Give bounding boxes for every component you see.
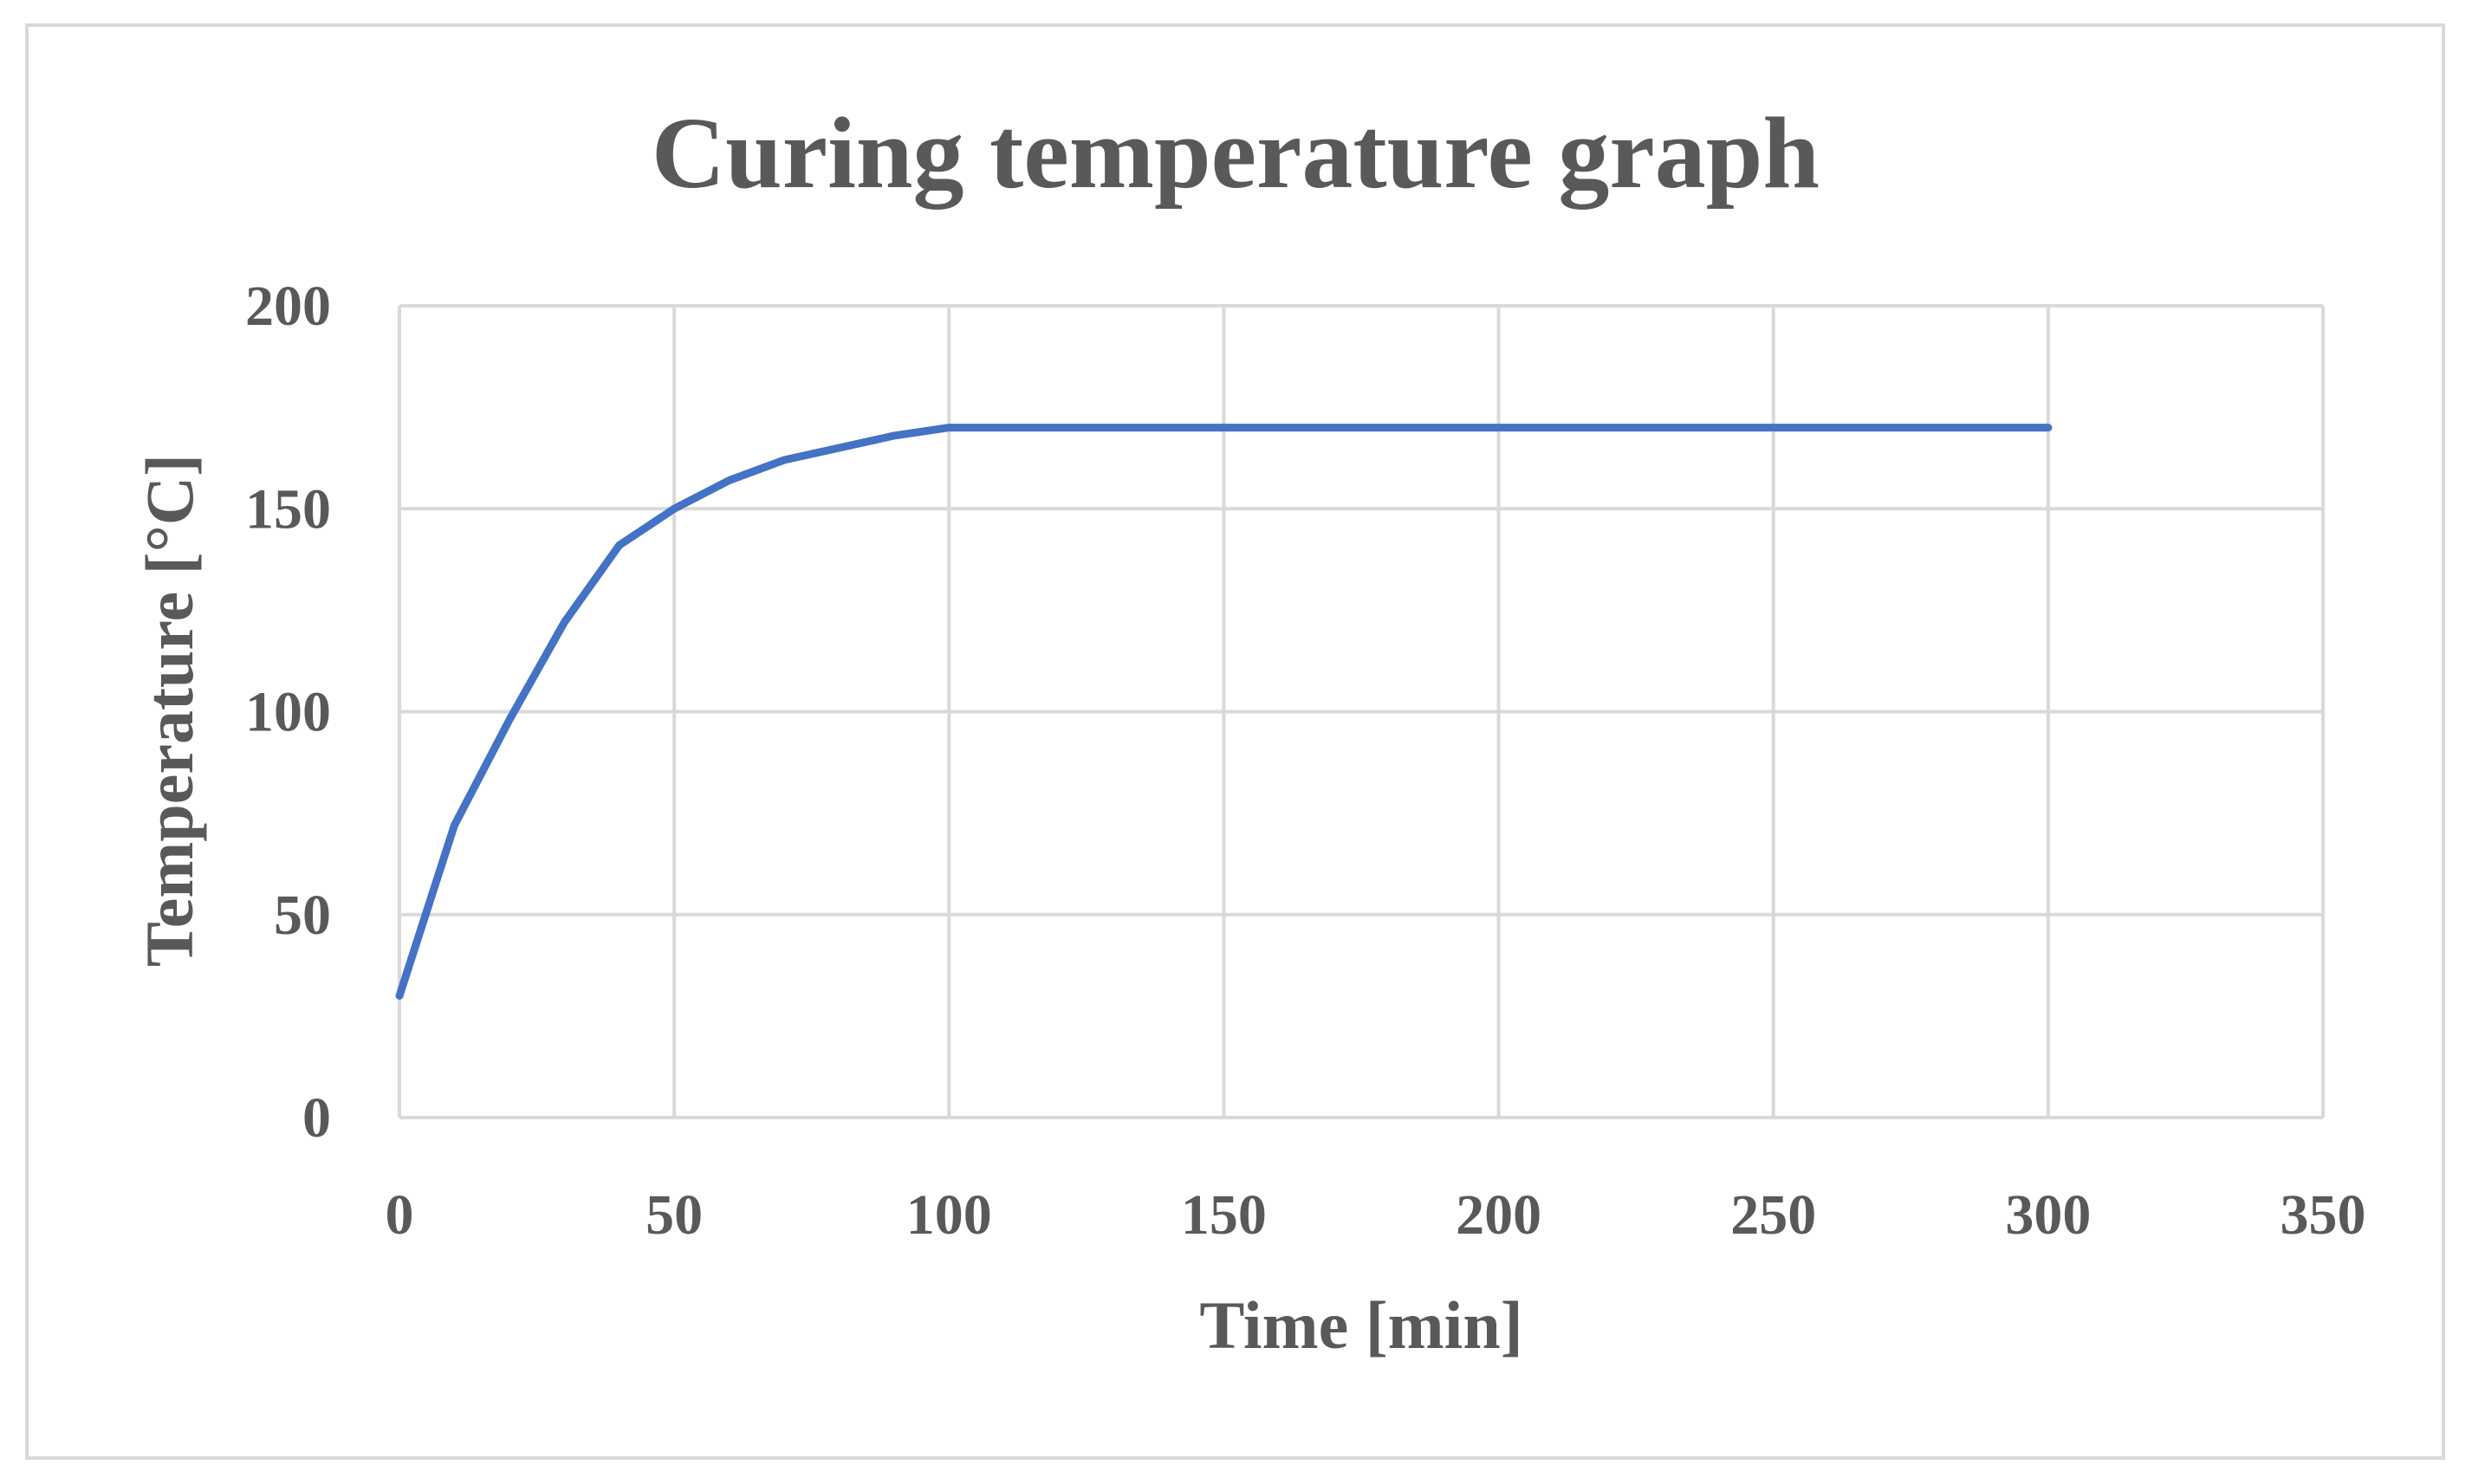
x-tick-label: 350	[2281, 1183, 2366, 1247]
grid-layer	[398, 304, 2325, 1119]
x-tick-label: 50	[646, 1183, 703, 1247]
x-tick-label: 200	[1456, 1183, 1541, 1247]
x-axis-title: Time [min]	[1199, 1287, 1522, 1363]
x-tick-label: 150	[1181, 1183, 1267, 1247]
y-tick-label: 50	[274, 884, 331, 947]
series-layer	[395, 424, 2053, 1000]
x-tick-label: 300	[2005, 1183, 2091, 1247]
y-tick-label: 0	[302, 1086, 331, 1150]
chart-frame	[25, 23, 2445, 1460]
x-tick-label: 0	[386, 1183, 414, 1247]
x-tick-label: 100	[906, 1183, 992, 1247]
series-line-0	[395, 424, 2053, 1000]
tick-layer: 0 50 100 150 200 0 50 100 150 200 250 300 350	[245, 275, 2366, 1247]
y-tick-label: 100	[245, 681, 331, 744]
y-tick-label: 150	[245, 477, 331, 541]
y-axis-title: Temperature [°C]	[132, 454, 207, 967]
chart-title: Curing temperature graph	[652, 96, 1820, 210]
y-tick-label: 200	[245, 275, 331, 338]
x-tick-label: 250	[1730, 1183, 1816, 1247]
